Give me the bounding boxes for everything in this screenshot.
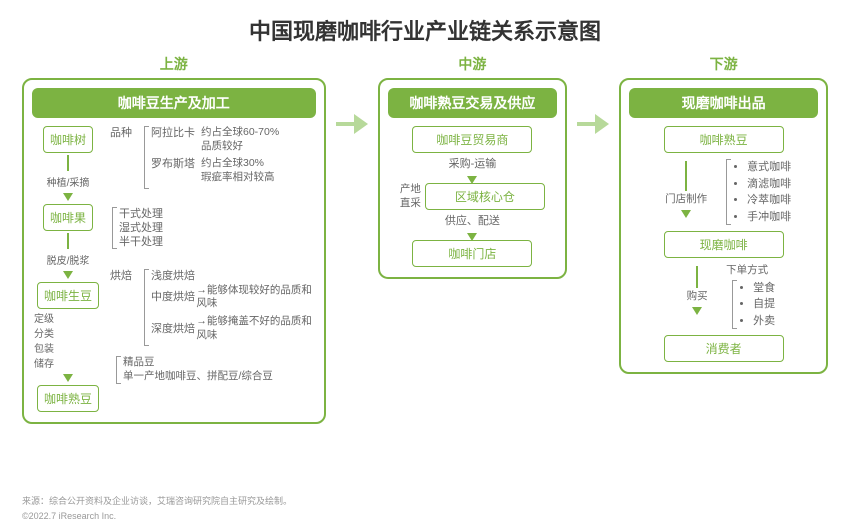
order-method-label: 下单方式 [726,264,775,278]
upstream-details: 品种 阿拉比卡 约占全球60-70% 品质较好 罗布斯塔 约占全球30% 瑕疵率… [104,126,316,412]
midstream-panel: 咖啡熟豆交易及供应 咖啡豆贸易商 采购-运输 产地 直采 区域核心仓 供应、配送 [378,78,568,279]
variety-label: 品种 [110,126,138,140]
node-fresh-coffee: 现磨咖啡 [664,231,784,258]
upstream-chain: 咖啡树 种植/采摘 咖啡果 脱皮/脱浆 咖啡生豆 定级 分类 包装 储存 咖啡熟… [32,126,104,412]
upstream-column: 上游 咖啡豆生产及加工 咖啡树 种植/采摘 咖啡果 脱皮/脱浆 咖啡生豆 定级 … [22,54,326,424]
roast-light: 浅度烘焙 [151,269,316,283]
coffee-types-list: 意式咖啡 滴滤咖啡 冷萃咖啡 手冲咖啡 [733,159,791,225]
node-green-bean: 咖啡生豆 [37,282,99,309]
downstream-column: 下游 现磨咖啡出品 咖啡熟豆 门店制作 意式咖啡 滴滤咖啡 冷萃咖啡 [619,54,828,374]
proc-dry: 干式处理 [119,207,163,221]
node-roasted-bean-2: 咖啡熟豆 [664,126,784,153]
source-text: 来源：综合公开资料及企业访谈，艾瑞咨询研究院自主研究及绘制。 [22,494,292,507]
variety-robusta: 罗布斯塔 [151,157,201,171]
diagram-container: 上游 咖啡豆生产及加工 咖啡树 种植/采摘 咖啡果 脱皮/脱浆 咖啡生豆 定级 … [0,54,850,424]
variety-arabica: 阿拉比卡 [151,126,201,140]
node-coffee-tree: 咖啡树 [43,126,93,153]
buy-label: 购买 [687,290,708,304]
coffee-type-pourover: 手冲咖啡 [747,209,791,226]
edge-supply-deliver: 供应、配送 [445,212,500,228]
roast-medium-desc: →能够体现较好的品质和风味 [196,284,315,311]
arrow-up-to-mid [336,114,368,134]
edge-grade-pack: 定级 分类 包装 储存 [34,310,54,370]
store-make-label: 门店制作 [665,193,707,207]
upstream-panel: 咖啡豆生产及加工 咖啡树 种植/采摘 咖啡果 脱皮/脱浆 咖啡生豆 定级 分类 … [22,78,326,424]
midstream-header: 咖啡熟豆交易及供应 [388,88,558,118]
node-coffee-cherry: 咖啡果 [43,204,93,231]
roast-label: 烘焙 [110,269,138,283]
arrow-mid-to-down [577,114,609,134]
node-warehouse: 区域核心仓 [425,183,545,210]
roast-deep: 深度烘焙 [151,322,196,336]
downstream-panel: 现磨咖啡出品 咖啡熟豆 门店制作 意式咖啡 滴滤咖啡 冷萃咖啡 手冲咖啡 [619,78,828,374]
downstream-header: 现磨咖啡出品 [629,88,818,118]
midstream-column: 中游 咖啡熟豆交易及供应 咖啡豆贸易商 采购-运输 产地 直采 区域核心仓 供应… [378,54,568,279]
edge-plant-harvest: 种植/采摘 [47,174,90,189]
midstream-label: 中游 [378,54,568,74]
edge-purchase-transport: 采购-运输 [449,155,497,171]
variety-arabica-desc: 约占全球60-70% 品质较好 [201,126,279,153]
order-delivery: 外卖 [753,313,775,330]
node-store: 咖啡门店 [412,240,532,267]
proc-wet: 湿式处理 [119,221,163,235]
downstream-label: 下游 [619,54,828,74]
coffee-type-drip: 滴滤咖啡 [747,176,791,193]
node-consumer: 消费者 [664,335,784,362]
upstream-label: 上游 [22,54,326,74]
roast-deep-desc: →能够掩盖不好的品质和风味 [196,315,315,342]
coffee-type-espresso: 意式咖啡 [747,159,791,176]
variety-robusta-desc: 约占全球30% 瑕疵率相对较高 [201,157,275,184]
upstream-header: 咖啡豆生产及加工 [32,88,316,118]
node-trader: 咖啡豆贸易商 [412,126,532,153]
node-roasted-bean: 咖啡熟豆 [37,385,99,412]
bean-types: 精品豆 单一产地咖啡豆、拼配豆/综合豆 [123,356,273,383]
direct-source-label: 产地 直采 [400,183,421,210]
proc-semi: 半干处理 [119,235,163,249]
edge-depulp: 脱皮/脱浆 [47,252,90,267]
order-types-list: 堂食 自提 外卖 [739,280,775,330]
copyright-text: ©2022.7 iResearch Inc. [22,511,116,521]
coffee-type-coldbrew: 冷萃咖啡 [747,192,791,209]
page-title: 中国现磨咖啡行业产业链关系示意图 [0,0,850,54]
roast-medium: 中度烘焙 [151,290,196,304]
order-dinein: 堂食 [753,280,775,297]
order-pickup: 自提 [753,296,775,313]
